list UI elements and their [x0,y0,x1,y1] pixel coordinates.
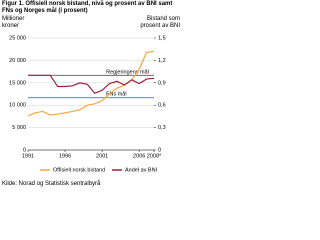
y-tick-label: 15 000 [9,80,26,86]
y-tick-label: 20 000 [9,58,26,64]
source: Kilde: Norad og Statistisk sentralbyrå [2,181,101,187]
chart: 0 5 000 10 000 15 000 20 000 25 000 0 0,3 0,6 0,9… [9,35,166,173]
y2-tick-label: 0,6 [158,103,166,109]
reference-label: FNs mål [106,91,126,98]
y2-tick-label: 0 [158,147,161,153]
y-axis-label: Millioner kroner [2,16,25,29]
y2-tick-label: 1,5 [158,35,166,41]
x-tick-label: 2008* [147,153,162,159]
x-tick-label: 1996 [59,153,71,159]
y-tick-label: 10 000 [9,103,26,109]
x-tick-label: 2001 [96,153,108,159]
reference-label: Regjeringens mål [106,68,149,75]
y-tick-label: 0 [23,147,26,153]
y2-tick-label: 1,2 [158,58,166,64]
chart-title: Figur 1. Offisiell norsk bistand, nivå o… [2,1,173,14]
series-line [27,50,155,117]
x-tick-label: 2006 [133,153,145,159]
series-line [28,74,155,94]
y2-axis-label: Bistand som prosent av BNI [140,16,180,29]
legend-label: Andel av BNI [125,167,158,173]
legend-label: Offisiell norsk bistand [53,167,105,173]
y-tick-label: 5 000 [12,125,26,131]
x-tick-label: 1991 [22,153,34,159]
page: Figur 1. Offisiell norsk bistand, nivå o… [0,0,181,189]
y2-tick-label: 0,9 [158,80,166,86]
y2-tick-label: 0,3 [158,125,166,131]
y-tick-label: 25 000 [9,35,26,41]
